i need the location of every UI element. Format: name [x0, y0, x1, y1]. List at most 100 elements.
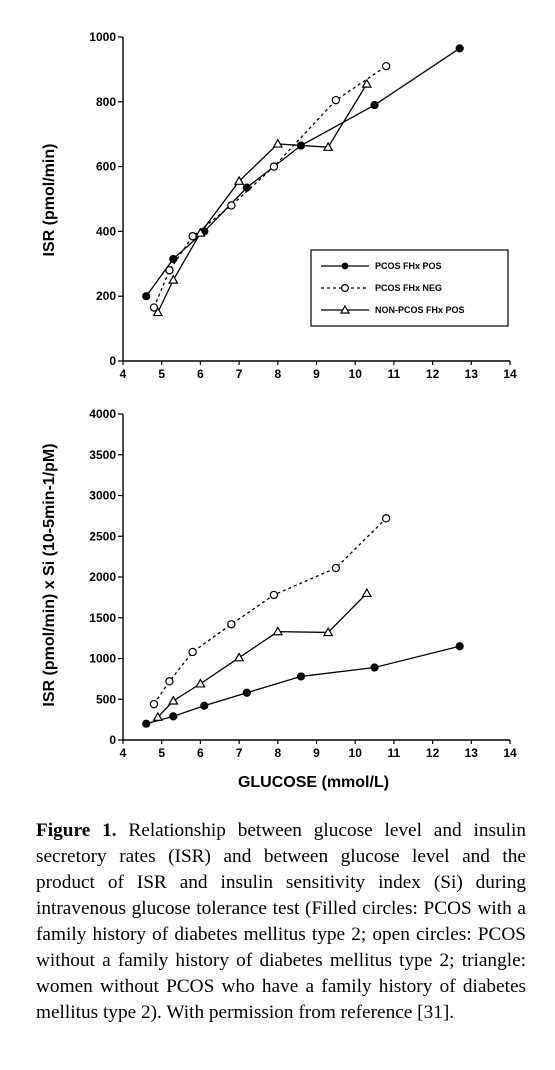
data-point [242, 688, 251, 697]
x-tick-label: 14 [503, 746, 517, 760]
data-point [149, 699, 159, 709]
x-tick-label: 6 [197, 367, 204, 381]
data-point [200, 701, 209, 710]
data-point [152, 306, 164, 317]
data-point [195, 227, 206, 237]
x-tick-label: 13 [465, 746, 479, 760]
y-tick-label: 2000 [89, 570, 116, 584]
y-tick-label: 2500 [89, 529, 116, 543]
legend-label: PCOS FHx NEG [375, 283, 442, 293]
y-tick-label: 1000 [89, 30, 116, 44]
data-point [142, 719, 151, 728]
data-point [370, 663, 379, 672]
caption-text: Relationship between glucose level and i… [36, 820, 526, 1023]
x-tick-label: 4 [120, 367, 127, 381]
legend-label: PCOS FHx POS [375, 261, 442, 271]
legend-label: NON-PCOS FHx POS [375, 305, 465, 315]
data-point [152, 711, 164, 721]
y-tick-label: 400 [96, 224, 116, 238]
legend-marker [339, 304, 351, 314]
series-3 [152, 587, 373, 721]
data-point [227, 620, 236, 629]
x-axis-label: GLUCOSE (mmol/L) [238, 774, 389, 791]
series-2 [149, 61, 391, 312]
y-tick-label: 800 [96, 95, 116, 109]
series-1 [142, 44, 464, 301]
series-line [157, 592, 368, 718]
data-point [331, 95, 341, 105]
data-point [165, 266, 174, 275]
data-point [188, 647, 197, 657]
data-point [269, 162, 279, 171]
data-point [168, 274, 179, 284]
x-tick-label: 4 [120, 746, 127, 760]
x-tick-label: 9 [313, 746, 320, 760]
data-point [322, 627, 334, 637]
x-tick-label: 12 [426, 746, 440, 760]
data-point [233, 175, 245, 185]
y-tick-label: 3000 [89, 489, 116, 503]
x-tick-label: 9 [313, 367, 320, 381]
data-point [370, 100, 379, 110]
data-point [227, 201, 236, 210]
y-tick-label: 0 [109, 733, 116, 747]
x-tick-label: 8 [274, 746, 281, 760]
x-tick-label: 7 [236, 746, 243, 760]
y-tick-label: 500 [96, 692, 116, 706]
x-tick-label: 6 [197, 746, 204, 760]
x-tick-label: 11 [388, 367, 401, 381]
series-line [153, 517, 387, 705]
data-point [195, 678, 206, 688]
data-point [361, 587, 373, 598]
legend: PCOS FHx POS PCOS FHx NEG NON-PCOS FHx POS [310, 249, 509, 327]
data-point [169, 254, 178, 264]
x-tick-label: 10 [349, 367, 363, 381]
chart-panel-2: 4 5 6 7 8 9 10 11 12 13 14 0 500 1000 1500 2000 2500 3000… [41, 407, 517, 791]
y-tick-label: 1000 [89, 652, 116, 666]
x-tick-label: 12 [426, 367, 440, 381]
data-point [272, 626, 284, 636]
legend-marker [341, 284, 350, 293]
series-2 [149, 514, 391, 709]
y-axis-label: ISR (pmol/min) x Si (10-5min-1/pM) [41, 443, 58, 706]
x-tick-label: 8 [274, 367, 281, 381]
data-point [165, 677, 174, 686]
y-tick-label: 4000 [89, 407, 116, 421]
chart-panel-1: 4 5 6 7 8 9 10 11 12 13 14 0 200 400 600 800 1000 ISR (pm… [41, 30, 517, 381]
data-point [361, 78, 373, 88]
data-point [272, 138, 284, 148]
data-point [331, 563, 341, 573]
caption-label: Figure 1. [36, 820, 117, 841]
y-tick-label: 0 [109, 354, 116, 368]
data-point [455, 44, 464, 53]
y-tick-label: 3500 [89, 448, 116, 462]
data-point [381, 61, 391, 71]
x-tick-label: 14 [503, 367, 517, 381]
data-point [142, 292, 151, 301]
x-tick-label: 5 [158, 746, 165, 760]
data-point [188, 232, 197, 241]
legend-marker [341, 262, 349, 270]
data-point [242, 183, 251, 192]
x-tick-label: 11 [388, 746, 401, 760]
data-point [322, 141, 334, 151]
x-tick-label: 10 [349, 746, 363, 760]
y-tick-label: 200 [96, 289, 116, 303]
x-tick-label: 13 [465, 367, 479, 381]
data-point [169, 712, 178, 721]
data-point [269, 590, 279, 600]
data-point [296, 672, 306, 681]
figure-charts: 4 5 6 7 8 9 10 11 12 13 14 0 200 400 600 800 1000 ISR (pm… [41, 30, 517, 791]
series-1 [142, 642, 464, 728]
series-3 [152, 78, 373, 317]
data-point [455, 642, 464, 651]
y-axis-label: ISR (pmol/min) [41, 144, 58, 257]
data-point [168, 695, 179, 705]
x-tick-label: 7 [236, 367, 243, 381]
data-point [233, 652, 245, 662]
x-tick-label: 5 [158, 367, 165, 381]
y-tick-label: 1500 [89, 611, 116, 625]
data-point [381, 514, 391, 523]
figure-caption: Figure 1. Relationship between glucose l… [36, 818, 526, 1026]
series-line [146, 645, 460, 725]
